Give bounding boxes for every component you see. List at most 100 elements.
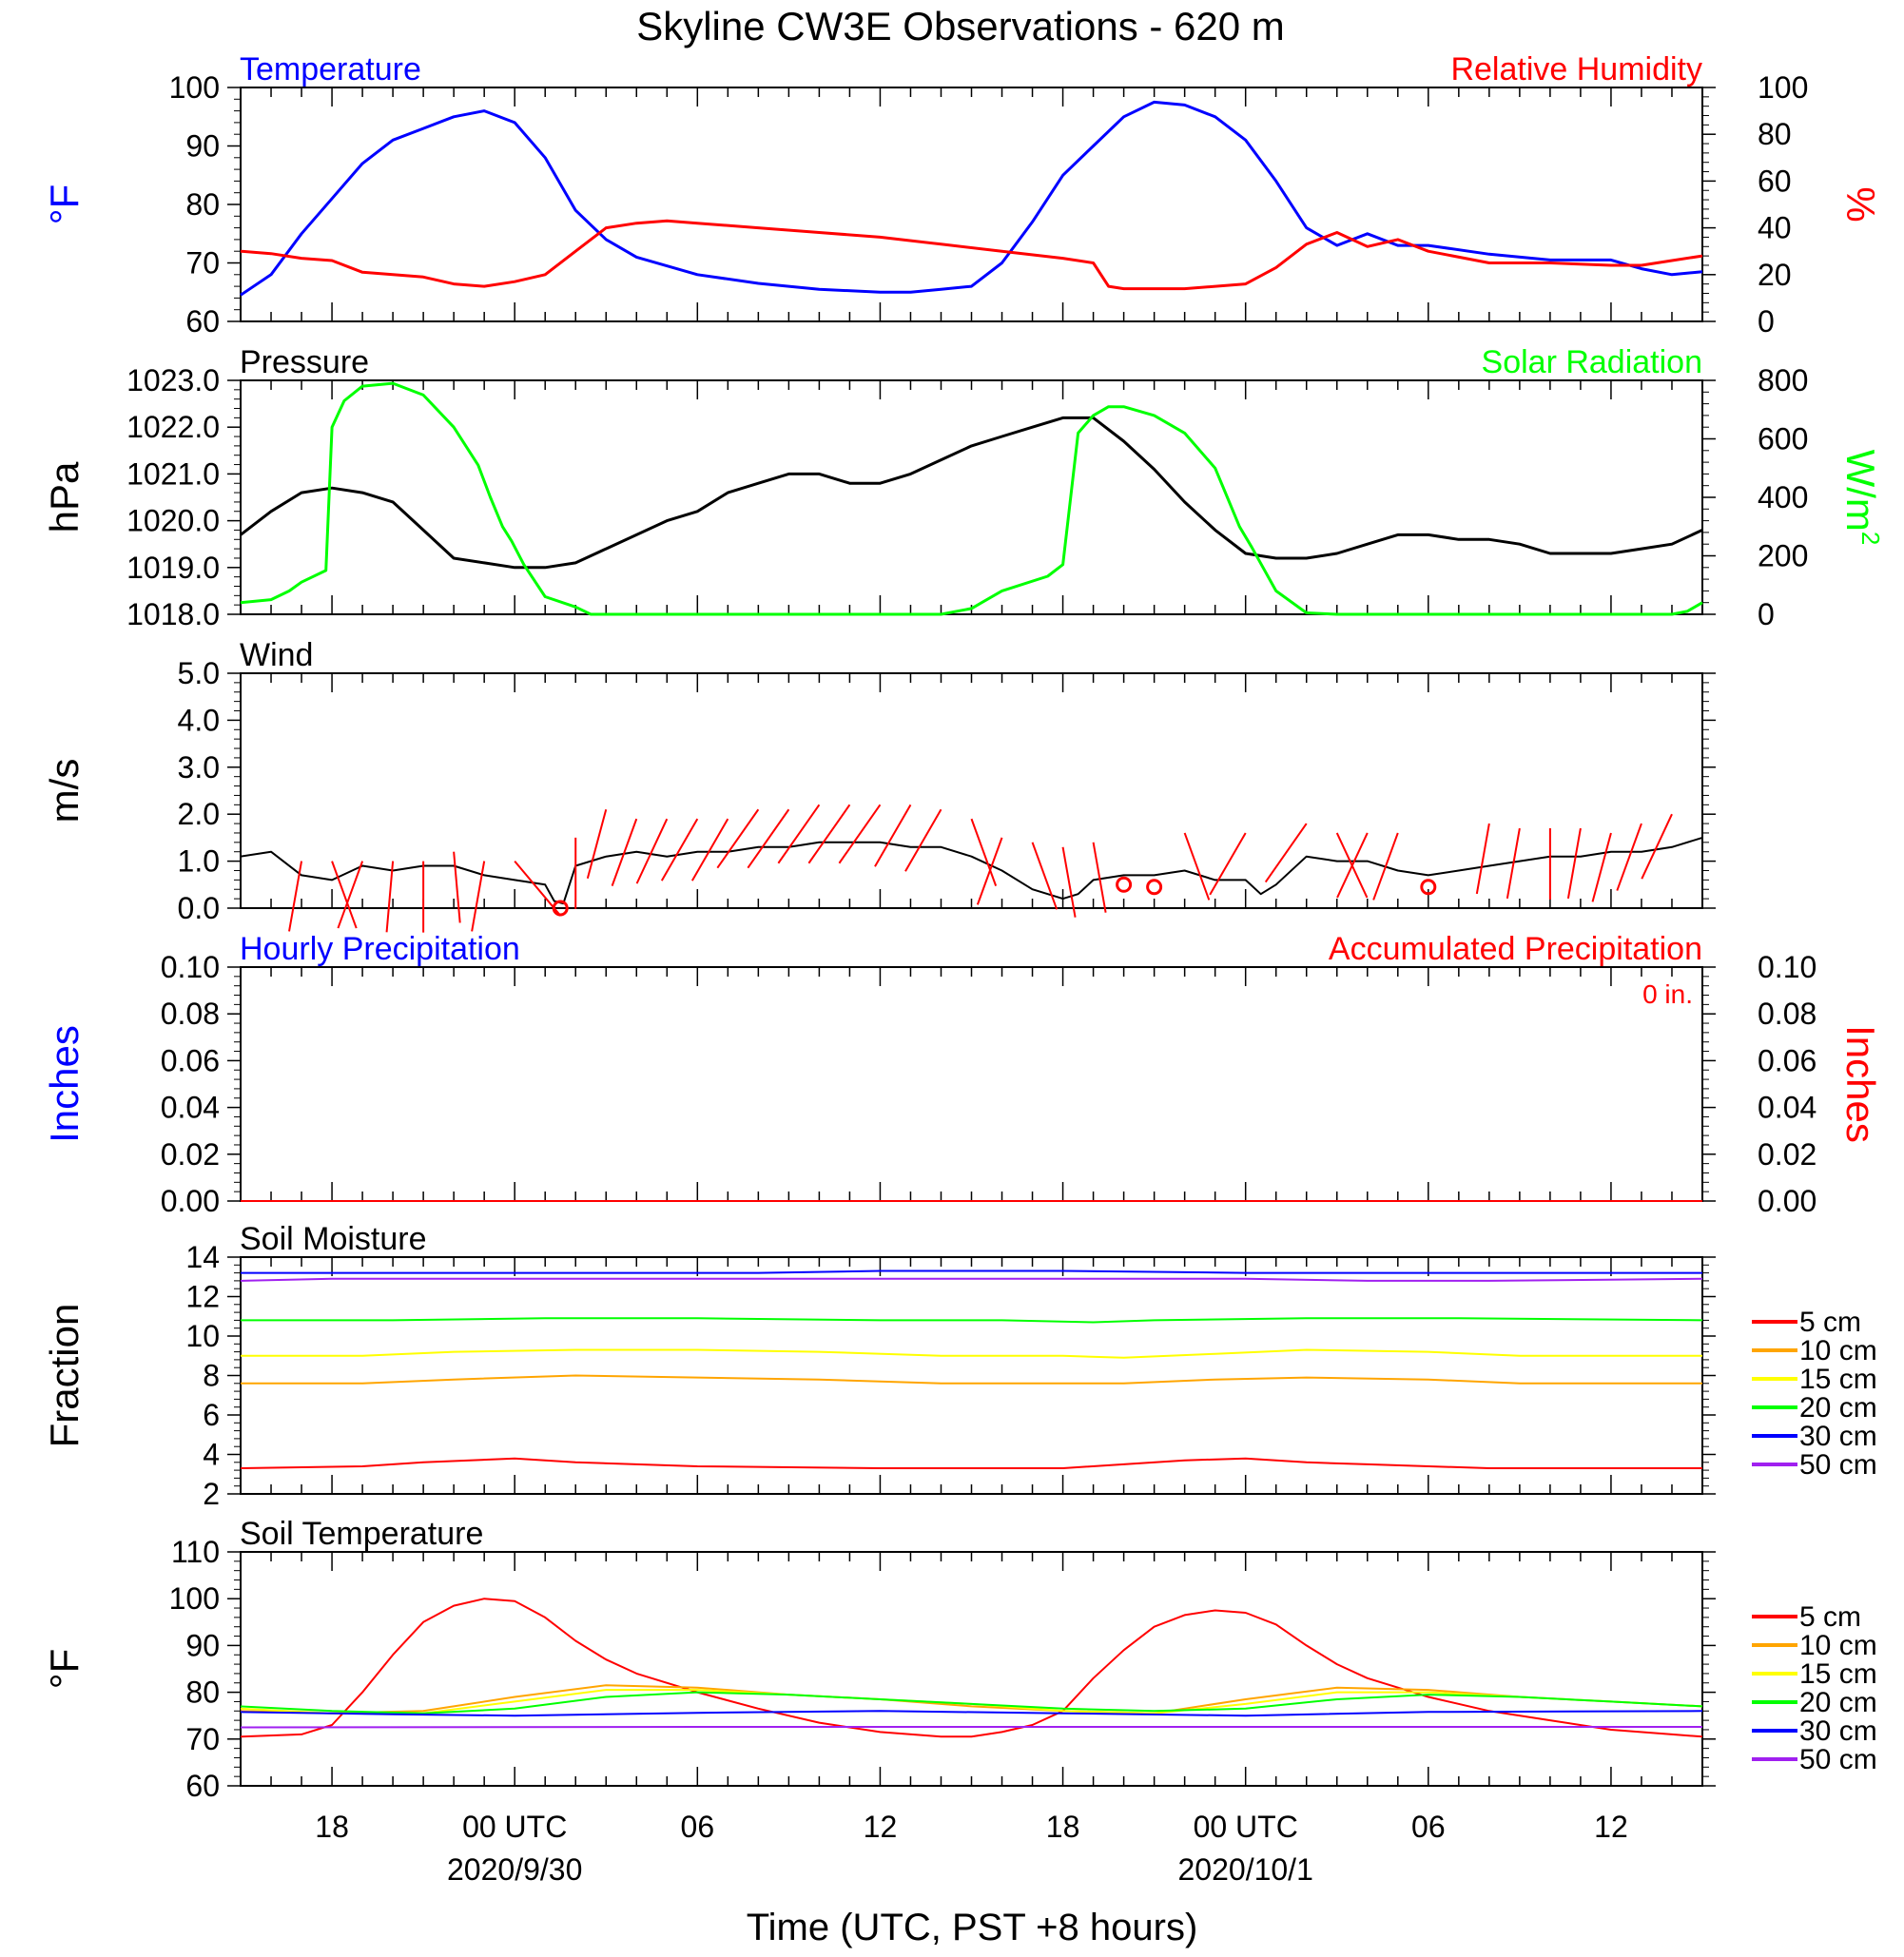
wind-barb — [716, 808, 760, 869]
y-tick-label-left: 1023.0 — [126, 363, 220, 397]
y-tick-label-left: 0.08 — [161, 997, 220, 1031]
y-tick-label-left: 3.0 — [178, 750, 220, 785]
series-line-left — [240, 416, 1703, 570]
y-tick-label-right: 0 — [1758, 597, 1775, 631]
panel-precipitation: 0.00 0.02 0.04 0.06 0.08 0.10 0.00 0.02 0.04 0.06… — [42, 931, 1883, 1218]
y-tick-label-left: 70 — [185, 246, 220, 281]
wind-barb — [904, 808, 942, 872]
wind-barb — [611, 818, 638, 886]
legend-label: 5 cm — [1799, 1601, 1861, 1633]
wind-barb — [747, 808, 790, 869]
wind-barb — [807, 804, 851, 864]
series-line-30-cm — [240, 1710, 1703, 1717]
y-tick-label-left: 4 — [203, 1438, 220, 1472]
series-line-left — [240, 100, 1703, 297]
y-tick-label-right: 100 — [1758, 70, 1808, 105]
x-tick-label: 06 — [681, 1810, 715, 1844]
legend-label: 10 cm — [1799, 1335, 1877, 1366]
y-axis-unit-left: °F — [42, 1649, 87, 1689]
wind-barb — [471, 861, 486, 932]
wind-barb — [635, 818, 669, 884]
panel-title-right: Accumulated Precipitation — [1329, 931, 1702, 967]
series-line-20-cm — [240, 1691, 1703, 1715]
panel-title-left: Temperature — [240, 51, 421, 87]
y-tick-label-right: 60 — [1758, 164, 1792, 198]
wind-barb — [337, 861, 364, 929]
x-tick-label: 18 — [1046, 1810, 1080, 1844]
calm-wind-marker — [1146, 879, 1163, 896]
calm-wind-marker — [1116, 876, 1133, 893]
wind-barb — [1183, 832, 1211, 901]
wind-barb — [1641, 813, 1673, 880]
y-tick-label-left: 12 — [185, 1280, 220, 1314]
series-line-right — [240, 219, 1703, 291]
x-axis-title: Time (UTC, PST +8 hours) — [747, 1907, 1198, 1948]
y-tick-label-left: 80 — [185, 1676, 220, 1710]
legend-label: 15 cm — [1799, 1364, 1877, 1395]
x-tick-label: 06 — [1411, 1810, 1446, 1844]
y-tick-label-left: 14 — [185, 1240, 220, 1274]
panel-title-right: Relative Humidity — [1450, 51, 1702, 87]
y-tick-label-right: 200 — [1758, 539, 1808, 573]
legend-label: 15 cm — [1799, 1658, 1877, 1690]
wind-barb — [1336, 832, 1369, 899]
wind-barb — [453, 851, 461, 923]
wind-barb — [1591, 832, 1612, 902]
y-tick-label-left: 60 — [185, 1769, 220, 1803]
wind-barb — [288, 861, 303, 932]
calm-wind-marker — [552, 900, 569, 917]
series-line-10-cm — [241, 1374, 1702, 1385]
y-axis-unit-left: °F — [42, 184, 87, 224]
y-tick-label-left: 100 — [169, 70, 220, 105]
y-tick-label-left: 1022.0 — [126, 410, 220, 444]
panel-pressure_solar: 1018.0 1019.0 1020.0 1021.0 1022.0 1023.0 0 200… — [42, 344, 1885, 631]
y-tick-label-left: 0.06 — [161, 1043, 220, 1077]
wind-barb — [838, 804, 882, 864]
legend-label: 5 cm — [1799, 1307, 1861, 1338]
y-tick-label-left: 1019.0 — [126, 551, 220, 585]
x-tick-label: 12 — [864, 1810, 898, 1844]
y-tick-label-left: 0.00 — [161, 1184, 220, 1218]
y-tick-label-left: 4.0 — [178, 703, 220, 737]
x-tick-label: 00 UTC — [462, 1810, 567, 1844]
y-tick-label-right: 0.08 — [1758, 997, 1817, 1031]
series-line-50-cm — [240, 1277, 1703, 1282]
panel-title-left: Pressure — [240, 344, 369, 380]
panel-title-left: Hourly Precipitation — [240, 931, 520, 967]
y-tick-label-left: 100 — [169, 1581, 220, 1616]
accumulated-total-label: 0 in. — [1642, 979, 1693, 1009]
x-tick-label: 18 — [315, 1810, 349, 1844]
y-tick-label-left: 0.02 — [161, 1137, 220, 1172]
y-tick-label-right: 0.04 — [1758, 1091, 1817, 1125]
figure-title: Skyline CW3E Observations - 620 m — [636, 4, 1285, 48]
legend-label: 30 cm — [1799, 1421, 1877, 1452]
wind-barb — [970, 818, 998, 886]
wind-barb — [690, 818, 729, 882]
y-axis-unit-left: Inches — [42, 1025, 87, 1143]
y-tick-label-right: 400 — [1758, 480, 1808, 514]
wind-barb — [874, 804, 912, 867]
wind-barb — [1372, 832, 1399, 901]
series-line-50-cm — [240, 1726, 1702, 1729]
y-tick-label-left: 2 — [203, 1477, 220, 1511]
y-axis-unit-left: Fraction — [42, 1304, 87, 1448]
y-axis-unit-right: Inches — [1838, 1025, 1883, 1143]
y-tick-label-right: 40 — [1758, 211, 1792, 245]
panel-temperature_rh: 60 70 80 90 100 0 20 40 60 80 100 Temperature Relati… — [42, 51, 1883, 339]
series-line-10-cm — [240, 1684, 1703, 1715]
y-tick-label-right: 0.06 — [1758, 1043, 1817, 1077]
wind-barb — [385, 861, 395, 933]
panel-title-left: Soil Moisture — [240, 1221, 427, 1257]
wind-barb — [660, 818, 699, 882]
y-tick-label-left: 80 — [185, 187, 220, 222]
series-line-30-cm — [241, 1269, 1702, 1274]
x-axis-labels: 18 00 UTC 2020/9/30 06 12 18 00 UTC 2020/10/1 06… — [315, 1810, 1627, 1887]
y-tick-label-right: 600 — [1758, 422, 1808, 456]
wind-barb — [1031, 842, 1059, 910]
wind-barb — [1616, 823, 1642, 891]
y-axis-unit-left: hPa — [42, 461, 87, 533]
series-line-5-cm — [240, 1598, 1703, 1738]
